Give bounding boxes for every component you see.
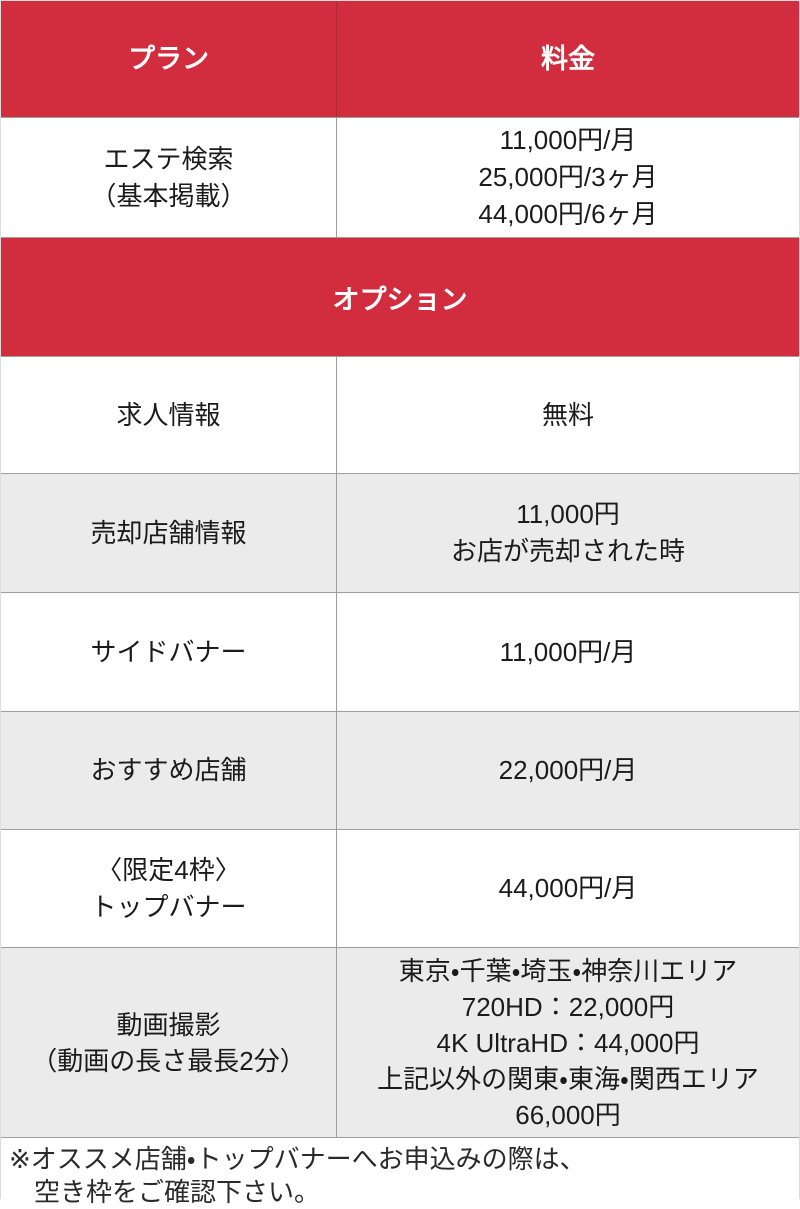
option-price-cell: 東京・千葉・埼玉・神奈川エリア 720HD：22,000円 4K UltraHD… bbox=[337, 948, 799, 1137]
price-line: 22,000円/月 bbox=[498, 755, 638, 785]
section-banner-label: オプション bbox=[332, 284, 468, 315]
table-row-shop-sale-info: 売却店舗情報 11,000円 お店が売却された時 bbox=[1, 474, 799, 593]
price-line: 東京・千葉・埼玉・神奈川エリア bbox=[398, 955, 738, 986]
plan-name-line: （基本掲載） bbox=[90, 180, 247, 211]
option-name-cell: 求人情報 bbox=[1, 357, 337, 473]
table-row-video-shooting: 動画撮影 （動画の長さ最長2分） 東京・千葉・埼玉・神奈川エリア 720HD：2… bbox=[1, 948, 799, 1138]
table-row-recommended-shop: おすすめ店舗 22,000円/月 bbox=[1, 712, 799, 830]
option-name-cell: サイドバナー bbox=[1, 593, 337, 711]
price-line: 25,000円/3ヶ月 bbox=[478, 162, 658, 192]
table-header-row: プラン 料金 bbox=[1, 1, 799, 118]
table-row-side-banner: サイドバナー 11,000円/月 bbox=[1, 593, 799, 712]
plan-name-line: 〈限定4枠〉 bbox=[96, 854, 241, 885]
basic-plan-name-cell: エステ検索 （基本掲載） bbox=[1, 118, 337, 237]
basic-plan-price-cell: 11,000円/月 25,000円/3ヶ月 44,000円/6ヶ月 bbox=[337, 118, 799, 237]
price-line: 4K UltraHD：44,000円 bbox=[436, 1027, 700, 1058]
plan-name-line: 求人情報 bbox=[116, 399, 221, 430]
section-banner-options: オプション bbox=[1, 238, 799, 357]
header-cell-plan: プラン bbox=[1, 1, 337, 117]
option-name-cell: 売却店舗情報 bbox=[1, 474, 337, 592]
plan-name-line: トップバナー bbox=[90, 891, 247, 922]
table-row-top-banner: 〈限定4枠〉 トップバナー 44,000円/月 bbox=[1, 830, 799, 948]
price-line: 上記以外の関東・東海・関西エリア bbox=[377, 1063, 759, 1094]
table-row-recruit-info: 求人情報 無料 bbox=[1, 357, 799, 474]
option-price-cell: 22,000円/月 bbox=[337, 712, 799, 829]
footer-note-line-2: 空き枠をご確認下さい。 bbox=[34, 1177, 321, 1207]
table-row-basic-plan: エステ検索 （基本掲載） 11,000円/月 25,000円/3ヶ月 44,00… bbox=[1, 118, 799, 238]
price-line: 44,000円/6ヶ月 bbox=[478, 199, 658, 229]
header-price-label: 料金 bbox=[541, 43, 595, 74]
header-cell-price: 料金 bbox=[337, 1, 799, 117]
option-price-cell: 11,000円 お店が売却された時 bbox=[337, 474, 799, 592]
price-line: 66,000円 bbox=[515, 1099, 621, 1130]
option-price-cell: 11,000円/月 bbox=[337, 593, 799, 711]
price-line: 720HD：22,000円 bbox=[461, 991, 675, 1022]
pricing-table: プラン 料金 エステ検索 （基本掲載） 11,000円/月 25,000円/3ヶ… bbox=[1, 1, 799, 1138]
plan-name-line: サイドバナー bbox=[90, 636, 247, 667]
option-name-cell: おすすめ店舗 bbox=[1, 712, 337, 829]
option-name-cell: 〈限定4枠〉 トップバナー bbox=[1, 830, 337, 947]
price-line: 無料 bbox=[541, 399, 594, 430]
plan-name-line: （動画の長さ最長2分） bbox=[31, 1045, 306, 1076]
price-line: お店が売却された時 bbox=[450, 536, 685, 566]
plan-name-line: 動画撮影 bbox=[116, 1009, 221, 1040]
option-price-cell: 44,000円/月 bbox=[337, 830, 799, 947]
header-plan-label: プラン bbox=[128, 43, 209, 74]
footer-note: ※オススメ店舗・トップバナーへお申込みの際は、 空き枠をご確認下さい。 bbox=[1, 1138, 799, 1207]
plan-name-line: おすすめ店舗 bbox=[90, 755, 247, 785]
footer-note-line-1: ※オススメ店舗・トップバナーへお申込みの際は、 bbox=[9, 1144, 586, 1174]
option-name-cell: 動画撮影 （動画の長さ最長2分） bbox=[1, 948, 337, 1137]
price-line: 11,000円 bbox=[516, 499, 620, 529]
price-line: 11,000円/月 bbox=[499, 636, 637, 667]
option-price-cell: 無料 bbox=[337, 357, 799, 473]
price-line: 44,000円/月 bbox=[498, 873, 638, 903]
plan-name-line: エステ検索 bbox=[103, 143, 234, 174]
plan-name-line: 売却店舗情報 bbox=[90, 517, 247, 548]
price-line: 11,000円/月 bbox=[499, 125, 637, 155]
